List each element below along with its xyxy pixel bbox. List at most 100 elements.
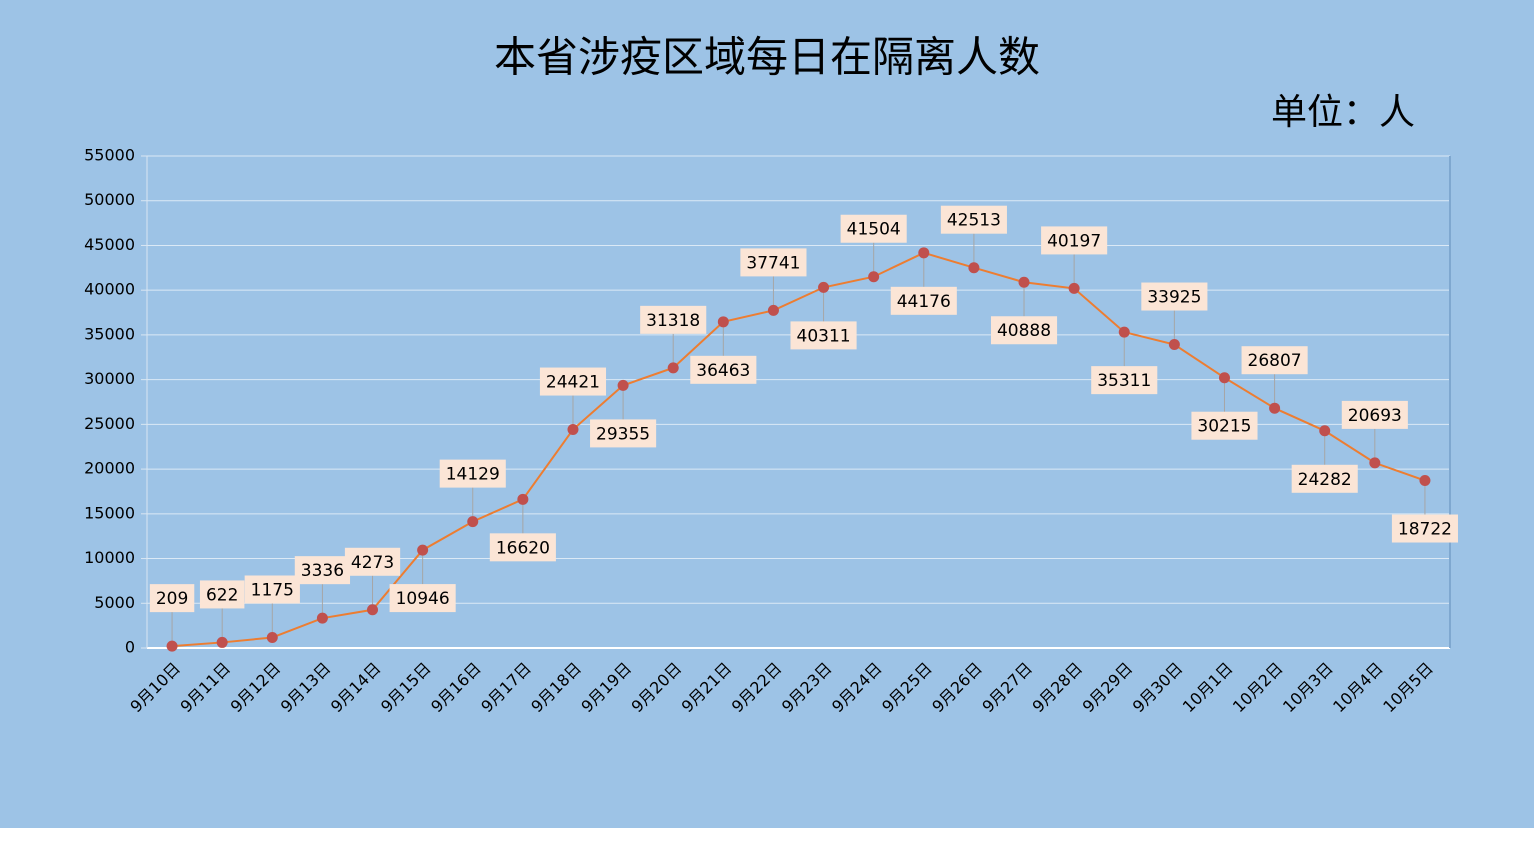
data-label: 37741	[746, 253, 800, 273]
data-label-group: 29355	[590, 419, 657, 448]
data-label: 10946	[396, 589, 450, 609]
data-point	[467, 516, 479, 528]
data-label-group: 33925	[1141, 282, 1208, 311]
data-label-group: 20693	[1341, 400, 1408, 429]
data-label: 20693	[1348, 406, 1402, 426]
data-label: 36463	[696, 361, 750, 381]
data-label-box	[389, 584, 456, 613]
data-label-box	[1291, 464, 1358, 493]
data-label-box	[1141, 282, 1208, 311]
data-label-box	[940, 205, 1007, 234]
data-label-box	[590, 419, 657, 448]
data-label-group: 14129	[439, 459, 506, 488]
data-point	[316, 612, 328, 624]
data-label-box	[1091, 366, 1158, 395]
data-label-group: 40311	[790, 321, 857, 350]
y-tick-label: 35000	[84, 324, 135, 343]
data-label-box	[1191, 411, 1258, 440]
data-point	[367, 604, 379, 616]
data-label: 40311	[797, 326, 851, 346]
data-point	[1068, 282, 1080, 294]
data-label-box	[1241, 346, 1308, 375]
y-tick-label: 40000	[84, 280, 135, 299]
data-label: 622	[206, 585, 238, 605]
data-label-group: 31318	[640, 305, 707, 334]
data-point	[1218, 372, 1230, 384]
unit-label: 单位：人	[1271, 92, 1415, 133]
data-label-group: 209	[149, 584, 195, 613]
y-tick-label: 0	[125, 638, 135, 657]
data-label: 35311	[1097, 371, 1151, 391]
data-label-group: 3336	[294, 556, 351, 585]
data-label-box	[294, 556, 351, 585]
data-label: 30215	[1197, 417, 1251, 437]
data-label: 31318	[646, 311, 700, 331]
data-label: 40888	[997, 321, 1051, 341]
data-label-box	[790, 321, 857, 350]
y-tick-label: 50000	[84, 190, 135, 209]
data-label: 4273	[351, 553, 394, 573]
data-label-group: 44176	[890, 286, 957, 315]
data-label: 42513	[947, 211, 1001, 231]
data-point	[1319, 425, 1331, 437]
data-point	[918, 247, 930, 259]
data-label-box	[344, 547, 401, 576]
data-point	[1018, 276, 1030, 288]
data-label-box	[1341, 400, 1408, 429]
data-point	[567, 424, 579, 436]
chart-title: 本省涉疫区域每日在隔离人数	[494, 33, 1040, 82]
data-point	[767, 304, 779, 316]
data-label-group: 37741	[740, 248, 807, 277]
data-label: 40197	[1047, 231, 1101, 251]
data-label: 41504	[847, 220, 901, 240]
data-point	[717, 316, 729, 328]
data-label-box	[539, 367, 607, 396]
data-point	[667, 362, 679, 374]
data-label-box	[890, 286, 957, 315]
data-label: 209	[156, 589, 188, 609]
data-label-box	[199, 580, 245, 609]
y-tick-label: 25000	[84, 414, 135, 433]
data-point	[1168, 339, 1180, 351]
data-label-box	[990, 316, 1058, 345]
data-label-group: 41504	[840, 214, 907, 243]
data-point	[266, 631, 278, 643]
data-label-group: 622	[199, 580, 245, 609]
data-label: 16620	[496, 538, 550, 558]
data-label: 1175	[251, 580, 294, 600]
y-tick-label: 30000	[84, 369, 135, 388]
data-point	[617, 379, 629, 391]
data-label-box	[740, 248, 807, 277]
data-point	[1369, 457, 1381, 469]
data-point	[166, 640, 178, 652]
data-label-box	[640, 305, 707, 334]
data-point	[968, 262, 980, 274]
data-point	[1269, 402, 1281, 414]
data-label-box	[840, 214, 907, 243]
data-label-group: 30215	[1191, 411, 1258, 440]
data-label: 29355	[596, 424, 650, 444]
data-point	[517, 493, 529, 505]
data-label-box	[489, 533, 556, 562]
data-label: 44176	[897, 292, 951, 312]
data-label-group: 42513	[940, 205, 1007, 234]
data-label-group: 36463	[690, 355, 757, 384]
data-label: 3336	[301, 561, 344, 581]
data-label-group: 40888	[990, 316, 1058, 345]
data-label-group: 10946	[389, 584, 456, 613]
data-label: 18722	[1398, 520, 1452, 540]
y-tick-label: 20000	[84, 459, 135, 478]
data-point	[1419, 475, 1431, 487]
data-label-box	[1391, 514, 1458, 543]
data-label: 24421	[546, 373, 600, 393]
data-label-group: 26807	[1241, 346, 1308, 375]
data-point	[216, 636, 228, 648]
data-label: 24282	[1298, 470, 1352, 490]
y-tick-label: 10000	[84, 548, 135, 567]
y-tick-label: 55000	[84, 146, 135, 165]
data-point	[417, 544, 429, 556]
data-line	[171, 251, 1426, 648]
data-label-group: 40197	[1041, 226, 1108, 255]
